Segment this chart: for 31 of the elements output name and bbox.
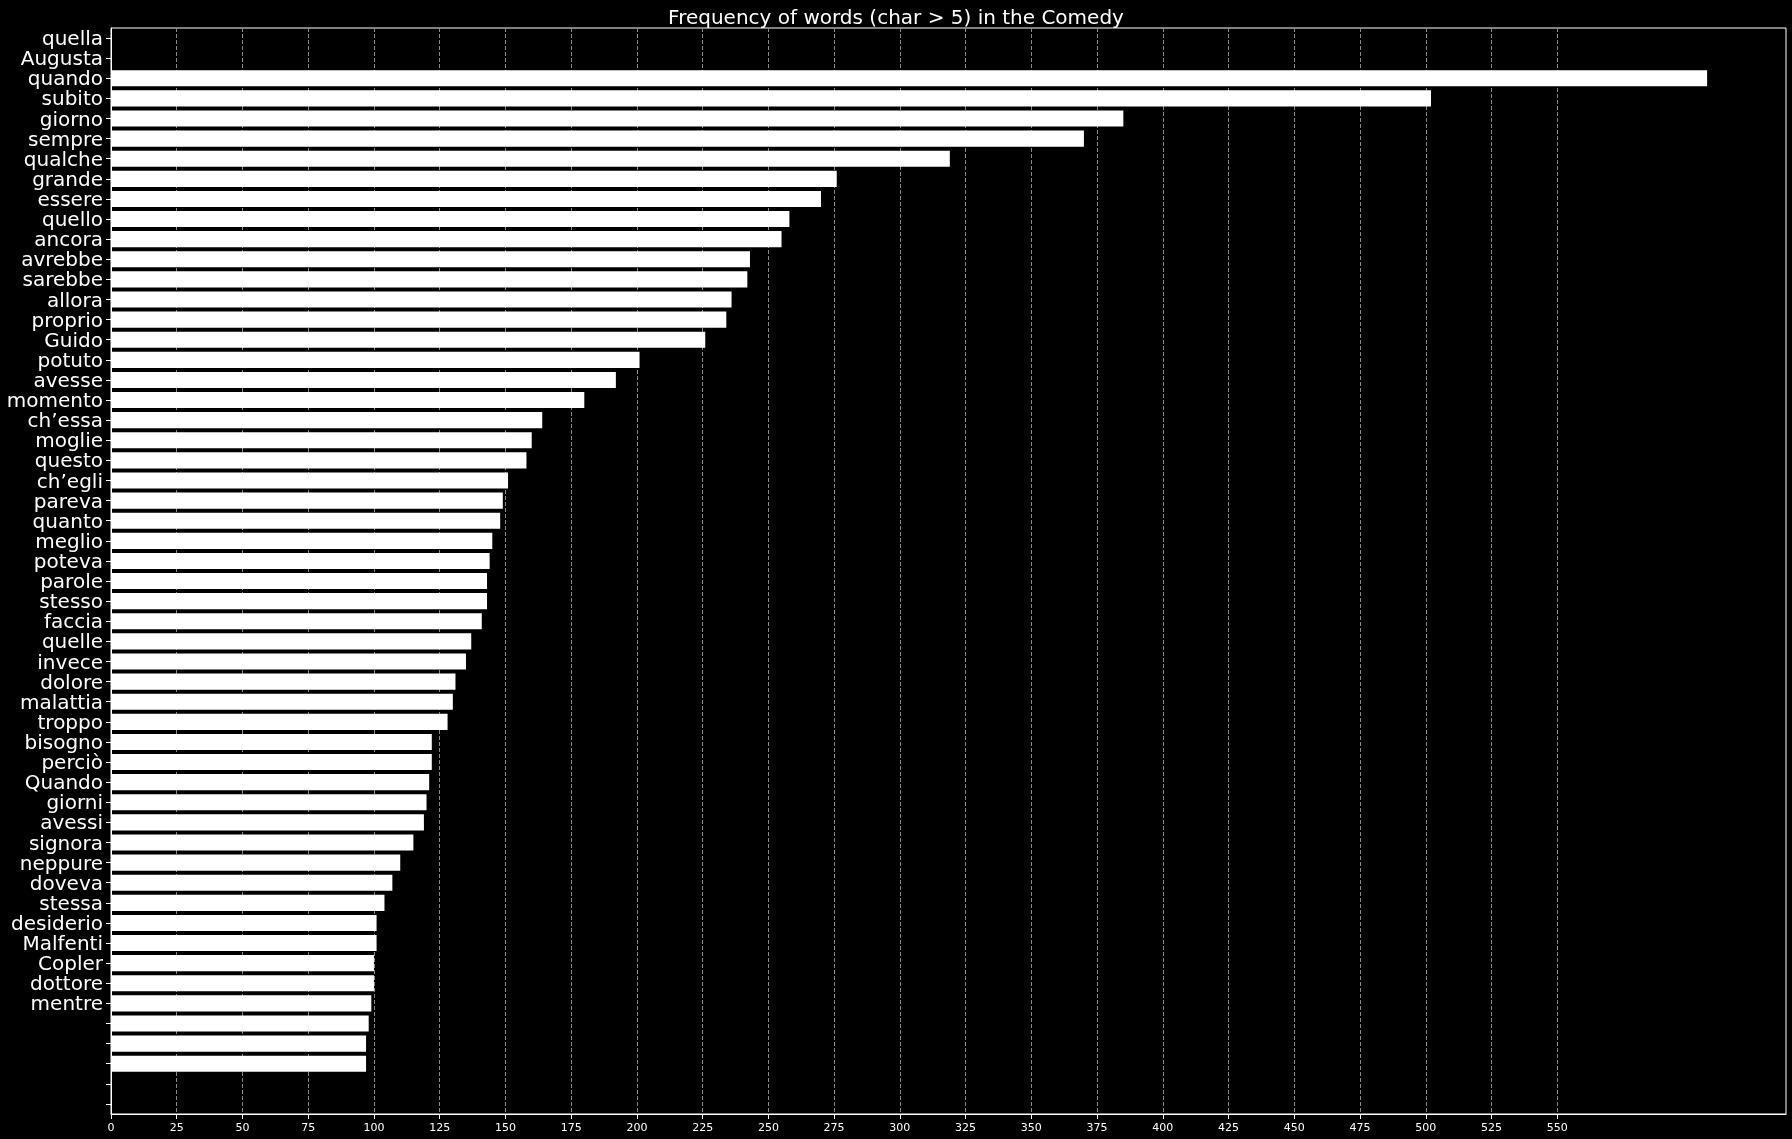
x-tick-label: 325 bbox=[955, 1121, 977, 1134]
x-tick-label: 0 bbox=[107, 1121, 115, 1134]
y-tick-label: signora bbox=[28, 830, 103, 855]
x-tick-label: 25 bbox=[169, 1121, 184, 1134]
x-tick-label: 200 bbox=[626, 1121, 648, 1134]
x-tick-label: 375 bbox=[1086, 1121, 1108, 1134]
x-tick-label: 125 bbox=[429, 1121, 451, 1134]
y-tick-label: potuto bbox=[37, 347, 103, 372]
y-tick-label: parole bbox=[40, 569, 103, 594]
x-tick-label: 500 bbox=[1415, 1121, 1437, 1134]
x-tick-label: 425 bbox=[1218, 1121, 1240, 1134]
x-tick-label: 275 bbox=[823, 1121, 845, 1134]
x-tick-label: 400 bbox=[1152, 1121, 1174, 1134]
chart-title: Frequency of words (char > 5) in the Comedy bbox=[668, 5, 1125, 29]
x-tick-label: 475 bbox=[1349, 1121, 1371, 1134]
x-tick-label: 50 bbox=[235, 1121, 250, 1134]
y-tick-label: mentre bbox=[30, 991, 103, 1016]
y-tick-label: giorni bbox=[46, 790, 103, 815]
x-tick-label: 550 bbox=[1546, 1121, 1568, 1134]
x-tick-label: 300 bbox=[889, 1121, 911, 1134]
x-tick-label: 100 bbox=[363, 1121, 385, 1134]
x-tick-label: 225 bbox=[692, 1121, 714, 1134]
x-tick-label: 175 bbox=[560, 1121, 582, 1134]
x-tick-label: 75 bbox=[301, 1121, 316, 1134]
x-tick-label: 250 bbox=[757, 1121, 779, 1134]
x-tick-label: 150 bbox=[494, 1121, 516, 1134]
x-tick-label: 525 bbox=[1480, 1121, 1502, 1134]
x-tick-label: 350 bbox=[1020, 1121, 1042, 1134]
y-tick-label: quella bbox=[41, 26, 103, 51]
y-tick-label: quello bbox=[41, 207, 103, 232]
x-tick-label: 450 bbox=[1283, 1121, 1305, 1134]
